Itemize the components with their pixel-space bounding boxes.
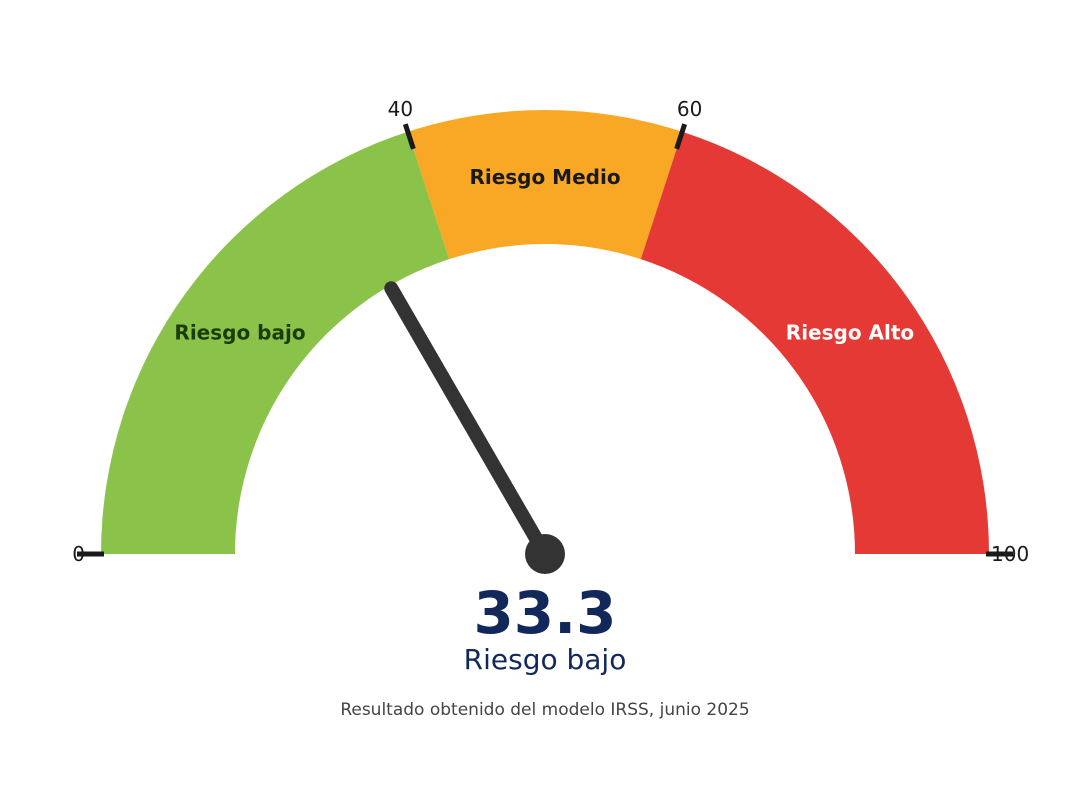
gauge-value: 33.3 — [473, 579, 616, 647]
gauge-tick-label-3: 100 — [991, 542, 1029, 566]
gauge-ticks: 0 40 60 100 — [72, 97, 1029, 566]
gauge-zone-1 — [407, 110, 683, 260]
gauge-tick-2 — [674, 123, 688, 150]
gauge-zone-label-2: Riesgo Alto — [786, 320, 914, 344]
gauge-tick-1 — [402, 123, 416, 150]
gauge-zone-0 — [101, 131, 450, 555]
gauge-status-label: Riesgo bajo — [464, 643, 627, 676]
gauge-zone-2 — [640, 131, 989, 555]
gauge-tick-label-0: 0 — [72, 542, 85, 566]
gauge-zone-label-0: Riesgo bajo — [174, 320, 305, 344]
gauge-needle — [384, 281, 552, 561]
gauge-zone-label-1: Riesgo Medio — [469, 165, 620, 189]
gauge-tick-label-1: 40 — [388, 97, 413, 121]
gauge-needle-hub — [525, 534, 565, 574]
gauge-zones: Riesgo bajo Riesgo Medio Riesgo Alto — [101, 110, 989, 555]
gauge-needle-group — [384, 281, 565, 574]
gauge-caption: Resultado obtenido del modelo IRSS, juni… — [340, 700, 749, 720]
gauge-tick-label-2: 60 — [677, 97, 702, 121]
